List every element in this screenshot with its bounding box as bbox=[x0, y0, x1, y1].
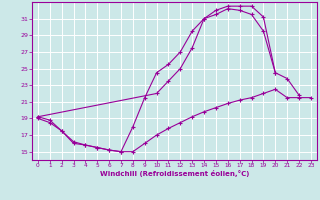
X-axis label: Windchill (Refroidissement éolien,°C): Windchill (Refroidissement éolien,°C) bbox=[100, 170, 249, 177]
